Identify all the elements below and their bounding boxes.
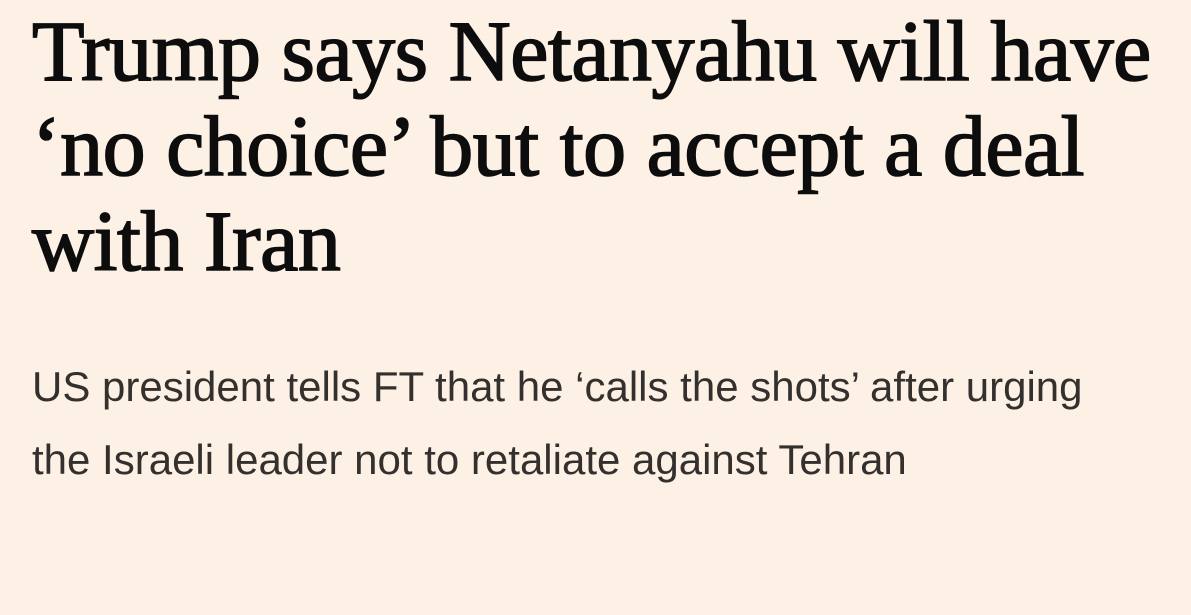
headline: Trump says Netanyahu will have ‘no choic… (31, 3, 1152, 290)
standfirst: US president tells FT that he ‘calls the… (32, 363, 1083, 483)
